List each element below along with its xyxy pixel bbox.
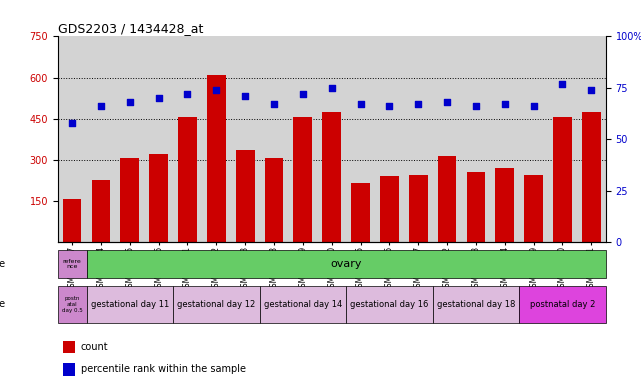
Bar (409, 175, 428, 242)
Point (183, 91, 193, 97)
Point (471, 103, 481, 109)
Bar (63, 341, 76, 353)
Point (96, 103, 106, 109)
Bar (582, 112, 601, 242)
Point (442, 99, 453, 105)
Bar (178, 117, 197, 242)
Bar (236, 150, 254, 242)
Bar (87, 286, 173, 323)
Point (356, 101, 366, 108)
Point (586, 87, 596, 93)
Bar (92, 180, 110, 242)
Bar (346, 286, 433, 323)
Point (413, 101, 424, 108)
Point (385, 103, 395, 109)
Bar (149, 154, 168, 242)
Bar (351, 183, 370, 242)
Text: percentile rank within the sample: percentile rank within the sample (81, 364, 246, 374)
Point (269, 101, 279, 108)
Text: gestational day 12: gestational day 12 (177, 300, 256, 309)
Text: gestational day 16: gestational day 16 (350, 300, 429, 309)
Point (297, 91, 308, 97)
Point (529, 103, 539, 109)
Bar (553, 117, 572, 242)
Bar (433, 286, 519, 323)
Point (124, 99, 135, 105)
Point (327, 85, 337, 91)
Point (558, 81, 568, 87)
Text: postn
atal
day 0.5: postn atal day 0.5 (62, 296, 83, 313)
Text: GDS2203 / 1434428_at: GDS2203 / 1434428_at (58, 22, 203, 35)
Text: gestational day 18: gestational day 18 (437, 300, 515, 309)
Bar (467, 172, 485, 242)
Bar (294, 117, 312, 242)
Bar (495, 168, 514, 242)
Bar (260, 286, 346, 323)
Point (500, 101, 510, 108)
Point (240, 93, 250, 99)
Text: gestational day 11: gestational day 11 (90, 300, 169, 309)
Text: age: age (0, 299, 6, 310)
Bar (207, 75, 226, 242)
Bar (519, 286, 606, 323)
Point (154, 95, 164, 101)
Bar (524, 175, 543, 242)
Text: count: count (81, 342, 108, 352)
Bar (58, 286, 87, 323)
Text: gestational day 14: gestational day 14 (263, 300, 342, 309)
Point (212, 87, 222, 93)
Bar (265, 158, 283, 242)
Text: tissue: tissue (0, 259, 6, 269)
Text: ovary: ovary (330, 259, 362, 269)
Bar (438, 156, 456, 242)
Text: refere
nce: refere nce (63, 258, 81, 270)
Point (67, 120, 77, 126)
Text: postnatal day 2: postnatal day 2 (530, 300, 595, 309)
Bar (58, 250, 87, 278)
Bar (63, 199, 81, 242)
Bar (173, 286, 260, 323)
Bar (380, 176, 399, 242)
Bar (322, 112, 341, 242)
Bar (121, 158, 139, 242)
Bar (63, 362, 76, 376)
